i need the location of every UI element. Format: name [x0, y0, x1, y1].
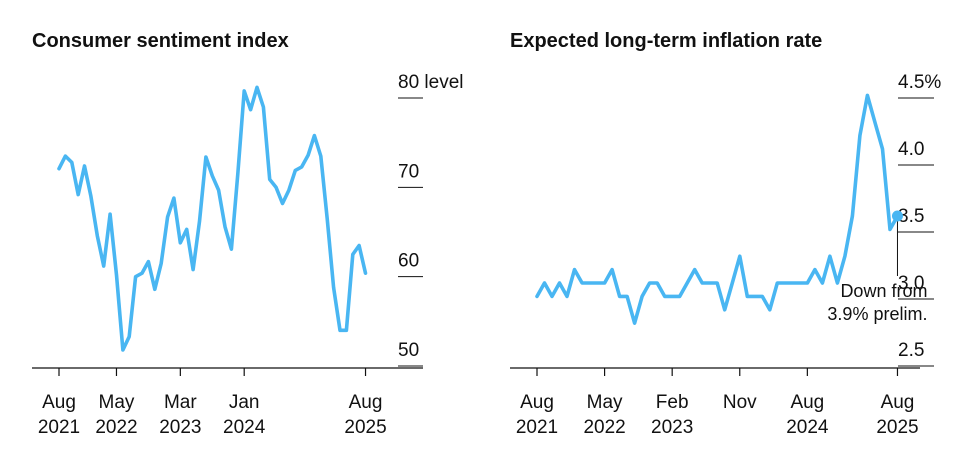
y-unit-label: level	[419, 72, 463, 93]
x-tick-month: Aug	[520, 392, 554, 413]
x-tick-year: 2022	[95, 417, 137, 438]
latest-point-marker	[891, 210, 903, 222]
annotation-text: 3.9% prelim.	[827, 304, 927, 324]
y-tick-label: 3.0	[898, 273, 924, 294]
chart-title-sentiment: Consumer sentiment index	[32, 30, 289, 52]
x-tick-month: Aug	[42, 392, 76, 413]
y-tick-label: 3.5	[898, 206, 924, 227]
sentiment-chart: 80 level 70 60 50 Aug 2021 May 2022 Mar 2023 Jan 20…	[32, 72, 464, 438]
x-tick-month: Feb	[656, 392, 689, 413]
x-tick-year: 2021	[38, 417, 80, 438]
x-tick-year: 2025	[876, 417, 918, 438]
y-tick-label: 4.0	[898, 139, 924, 160]
y-tick-label: 60	[398, 251, 419, 272]
series-line	[57, 85, 368, 352]
x-tick-month: May	[587, 392, 623, 413]
x-tick-month: Aug	[881, 392, 915, 413]
x-tick-year: 2022	[583, 417, 625, 438]
y-tick-label: 70	[398, 161, 419, 182]
inflation-chart: 4.5% 4.0 3.5 3.0 2.5 Aug 2021 May 2022 Feb 2023 Nov…	[510, 72, 941, 438]
x-tick-month: Jan	[229, 392, 260, 413]
chart-title-inflation: Expected long-term inflation rate	[510, 30, 822, 52]
y-tick-label: 80 level	[398, 72, 464, 93]
y-tick-label: 50	[398, 340, 419, 361]
x-tick-month: May	[99, 392, 135, 413]
x-tick-year: 2023	[651, 417, 693, 438]
x-tick-year: 2021	[516, 417, 558, 438]
series-line	[535, 93, 900, 326]
x-tick-year: 2024	[786, 417, 829, 438]
x-tick-year: 2023	[159, 417, 201, 438]
annotation-text: Down from	[840, 281, 927, 301]
x-tick-year: 2024	[223, 417, 266, 438]
x-tick-year: 2025	[344, 417, 386, 438]
x-tick-month: Aug	[349, 392, 383, 413]
x-tick-month: Nov	[723, 392, 757, 413]
x-tick-month: Mar	[164, 392, 197, 413]
x-tick-month: Aug	[790, 392, 824, 413]
y-tick-label: 4.5%	[898, 72, 941, 93]
y-tick-label: 2.5	[898, 340, 924, 361]
